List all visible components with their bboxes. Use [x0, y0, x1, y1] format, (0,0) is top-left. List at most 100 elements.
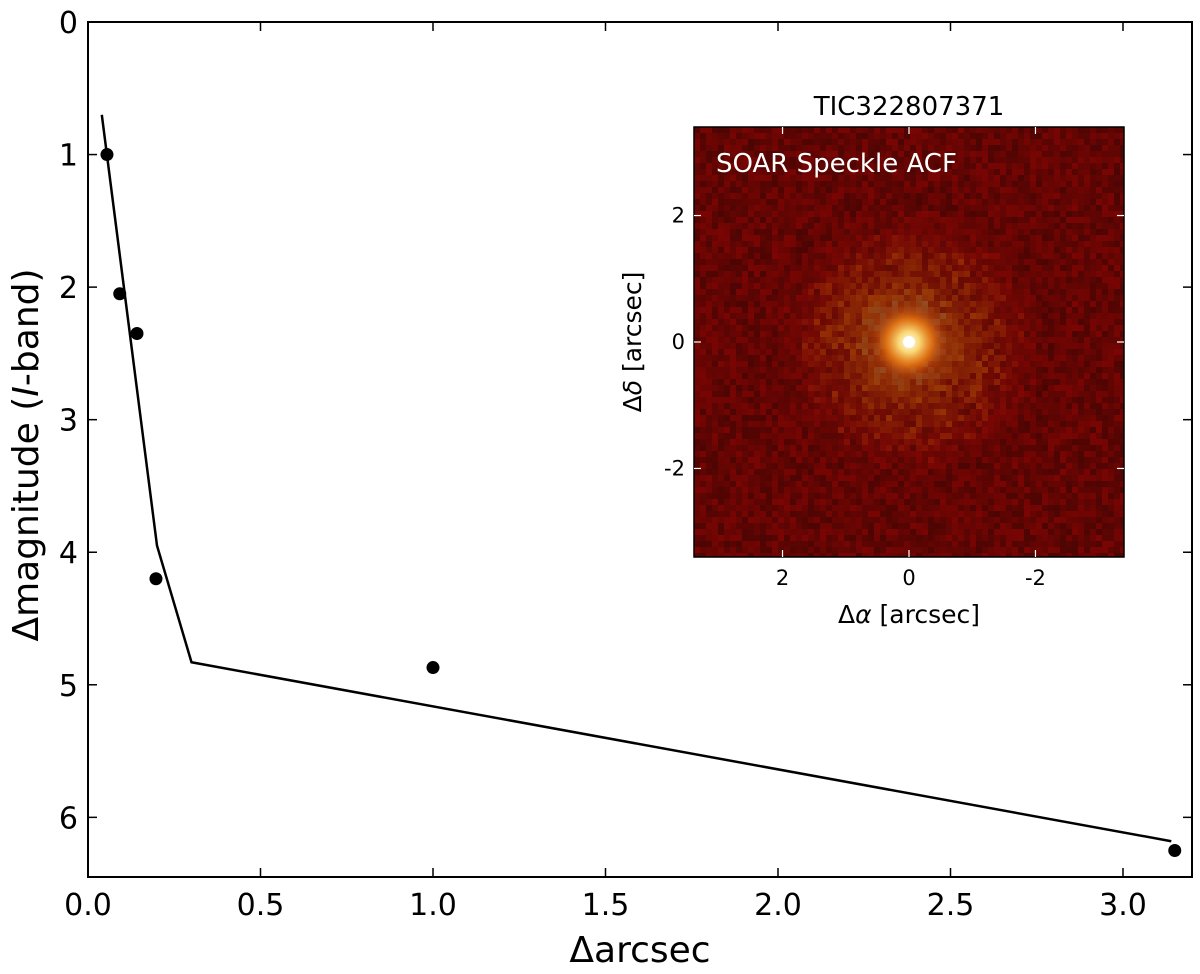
speckle-pixel	[1066, 139, 1072, 145]
speckle-pixel	[718, 331, 724, 337]
speckle-pixel	[736, 265, 742, 271]
speckle-pixel	[730, 385, 736, 391]
speckle-pixel	[838, 499, 844, 505]
speckle-pixel	[790, 235, 796, 241]
speckle-pixel	[730, 409, 736, 415]
speckle-pixel	[1048, 409, 1054, 415]
speckle-pixel	[1102, 283, 1108, 289]
speckle-pixel	[1120, 313, 1126, 319]
speckle-pixel	[1042, 409, 1048, 415]
speckle-pixel	[778, 241, 784, 247]
speckle-pixel	[1120, 349, 1126, 355]
speckle-pixel	[1054, 379, 1060, 385]
speckle-pixel	[736, 361, 742, 367]
speckle-pixel	[1066, 145, 1072, 151]
speckle-pixel	[1000, 127, 1006, 133]
speckle-pixel	[832, 511, 838, 517]
speckle-pixel	[1090, 193, 1096, 199]
speckle-pixel	[712, 325, 718, 331]
speckle-pixel	[706, 175, 712, 181]
speckle-pixel	[1102, 265, 1108, 271]
speckle-pixel	[1084, 223, 1090, 229]
speckle-pixel	[718, 517, 724, 523]
speckle-pixel	[694, 151, 700, 157]
speckle-pixel	[880, 139, 886, 145]
speckle-pixel	[1078, 187, 1084, 193]
speckle-pixel	[748, 295, 754, 301]
speckle-pixel	[1114, 475, 1120, 481]
speckle-pixel	[994, 469, 1000, 475]
speckle-pixel	[736, 289, 742, 295]
speckle-pixel	[1078, 421, 1084, 427]
speckle-pixel	[1030, 175, 1036, 181]
speckle-pixel	[868, 127, 874, 133]
speckle-pixel	[820, 535, 826, 541]
speckle-pixel	[1120, 517, 1126, 523]
speckle-pixel	[1108, 307, 1114, 313]
speckle-pixel	[820, 475, 826, 481]
speckle-pixel	[1120, 439, 1126, 445]
speckle-pixel	[862, 127, 868, 133]
speckle-pixel	[718, 523, 724, 529]
speckle-pixel	[724, 127, 730, 133]
speckle-pixel	[1096, 229, 1102, 235]
speckle-pixel	[994, 481, 1000, 487]
speckle-pixel	[700, 307, 706, 313]
speckle-pixel	[760, 391, 766, 397]
speckle-pixel	[736, 301, 742, 307]
speckle-pixel	[1120, 265, 1126, 271]
speckle-pixel	[1108, 223, 1114, 229]
speckle-pixel	[784, 451, 790, 457]
speckle-pixel	[1078, 505, 1084, 511]
speckle-pixel	[1066, 151, 1072, 157]
speckle-pixel	[784, 505, 790, 511]
speckle-pixel	[712, 511, 718, 517]
speckle-pixel	[766, 445, 772, 451]
speckle-pixel	[700, 289, 706, 295]
speckle-pixel	[772, 181, 778, 187]
speckle-pixel	[982, 487, 988, 493]
speckle-pixel	[742, 307, 748, 313]
speckle-pixel	[742, 385, 748, 391]
speckle-pixel	[1048, 511, 1054, 517]
speckle-pixel	[754, 499, 760, 505]
speckle-pixel	[694, 283, 700, 289]
speckle-pixel	[1090, 349, 1096, 355]
speckle-pixel	[748, 229, 754, 235]
speckle-pixel	[754, 367, 760, 373]
speckle-pixel	[868, 511, 874, 517]
speckle-pixel	[724, 427, 730, 433]
speckle-pixel	[784, 241, 790, 247]
speckle-pixel	[694, 253, 700, 259]
speckle-pixel	[796, 193, 802, 199]
speckle-pixel	[1054, 241, 1060, 247]
speckle-pixel	[988, 163, 994, 169]
speckle-pixel	[1096, 385, 1102, 391]
speckle-pixel	[1114, 169, 1120, 175]
speckle-pixel	[982, 529, 988, 535]
speckle-pixel	[1108, 505, 1114, 511]
speckle-pixel	[1024, 493, 1030, 499]
speckle-pixel	[736, 397, 742, 403]
speckle-pixel	[1120, 289, 1126, 295]
speckle-pixel	[1096, 217, 1102, 223]
speckle-pixel	[946, 127, 952, 133]
speckle-pixel	[826, 139, 832, 145]
speckle-pixel	[1120, 343, 1126, 349]
speckle-pixel	[1078, 349, 1084, 355]
speckle-pixel	[1060, 385, 1066, 391]
speckle-pixel	[874, 505, 880, 511]
speckle-pixel	[754, 193, 760, 199]
speckle-pixel	[982, 517, 988, 523]
speckle-pixel	[1096, 247, 1102, 253]
speckle-pixel	[736, 373, 742, 379]
speckle-pixel	[814, 205, 820, 211]
speckle-pixel	[940, 493, 946, 499]
speckle-pixel	[1054, 511, 1060, 517]
speckle-pixel	[730, 265, 736, 271]
speckle-pixel	[1018, 229, 1024, 235]
speckle-pixel	[1090, 187, 1096, 193]
speckle-pixel	[1012, 205, 1018, 211]
speckle-pixel	[700, 397, 706, 403]
speckle-pixel	[1102, 505, 1108, 511]
